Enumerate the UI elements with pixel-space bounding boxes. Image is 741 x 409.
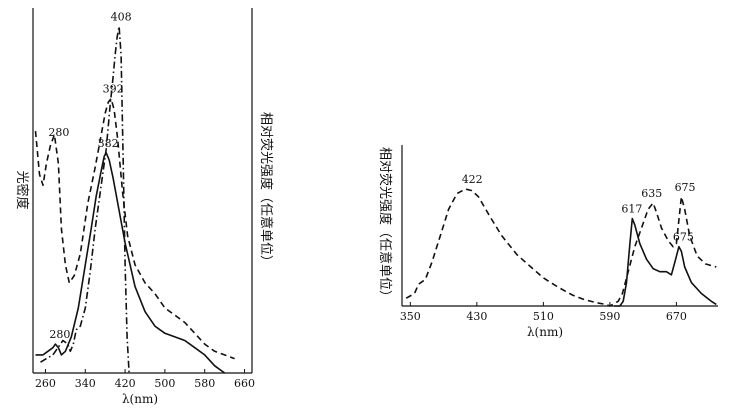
chart-1-peak-label: 382 (98, 137, 119, 150)
chart-2-peak-label: 675 (673, 231, 694, 244)
chart-2-peak-label: 617 (621, 203, 642, 216)
chart-2-x-tick-label: 430 (466, 310, 487, 323)
chart-1-y-axis-label-left: 光密度 (14, 170, 30, 209)
chart-1-ticks: 260 340 420 500 580 660 (35, 369, 255, 390)
chart-2-x-tick-label: 350 (400, 310, 421, 323)
chart-2-x-tick-label: 590 (599, 310, 620, 323)
chart-1-x-tick-label: 420 (115, 377, 136, 390)
chart-1-x-tick-label: 660 (234, 377, 255, 390)
chart-2-y-axis-label: 相对荧光强度（任意单位） (377, 147, 393, 303)
chart-2-series-group (405, 188, 717, 307)
chart-2-x-tick-label: 670 (666, 310, 687, 323)
chart-1-x-tick-label: 580 (194, 377, 215, 390)
chart-1: 260 340 420 500 580 660 408 392 382 280 280 λ(nm)… (14, 8, 274, 406)
chart-2-x-axis-label: λ(nm) (527, 325, 563, 339)
chart-2-ticks: 350 430 510 590 670 (400, 302, 687, 323)
chart-1-x-tick-label: 340 (75, 377, 96, 390)
chart-1-peak-label: 392 (103, 83, 124, 96)
chart-2-annotations: 422 635 675 617 675 (462, 173, 696, 244)
chart-1-x-tick-label: 260 (35, 377, 56, 390)
chart-1-series-group (34, 25, 235, 374)
chart-1-series-dashed-line (34, 97, 235, 360)
chart-1-peak-label: 280 (49, 328, 70, 341)
chart-2: 350 430 510 590 670 422 635 675 617 675 λ(nm) 相对… (377, 145, 718, 339)
chart-2-peak-label: 675 (675, 181, 696, 194)
chart-2-series-dashed-line (405, 188, 717, 307)
chart-1-y-axis-label-right: 相对荧光强度（任意单位） (258, 112, 274, 268)
chart-1-x-tick-label: 500 (154, 377, 175, 390)
chart-2-peak-label: 635 (641, 187, 662, 200)
chart-2-x-tick-label: 510 (533, 310, 554, 323)
chart-1-annotations: 408 392 382 280 280 (48, 10, 131, 341)
chart-1-peak-label: 408 (111, 10, 132, 23)
chart-1-peak-label: 280 (48, 126, 69, 139)
chart-2-peak-label: 422 (462, 173, 483, 186)
chart-1-series-dashdot-line (40, 25, 130, 374)
chart-2-series-solid-line (614, 217, 717, 307)
chart-1-x-axis-label: λ(nm) (122, 392, 158, 406)
